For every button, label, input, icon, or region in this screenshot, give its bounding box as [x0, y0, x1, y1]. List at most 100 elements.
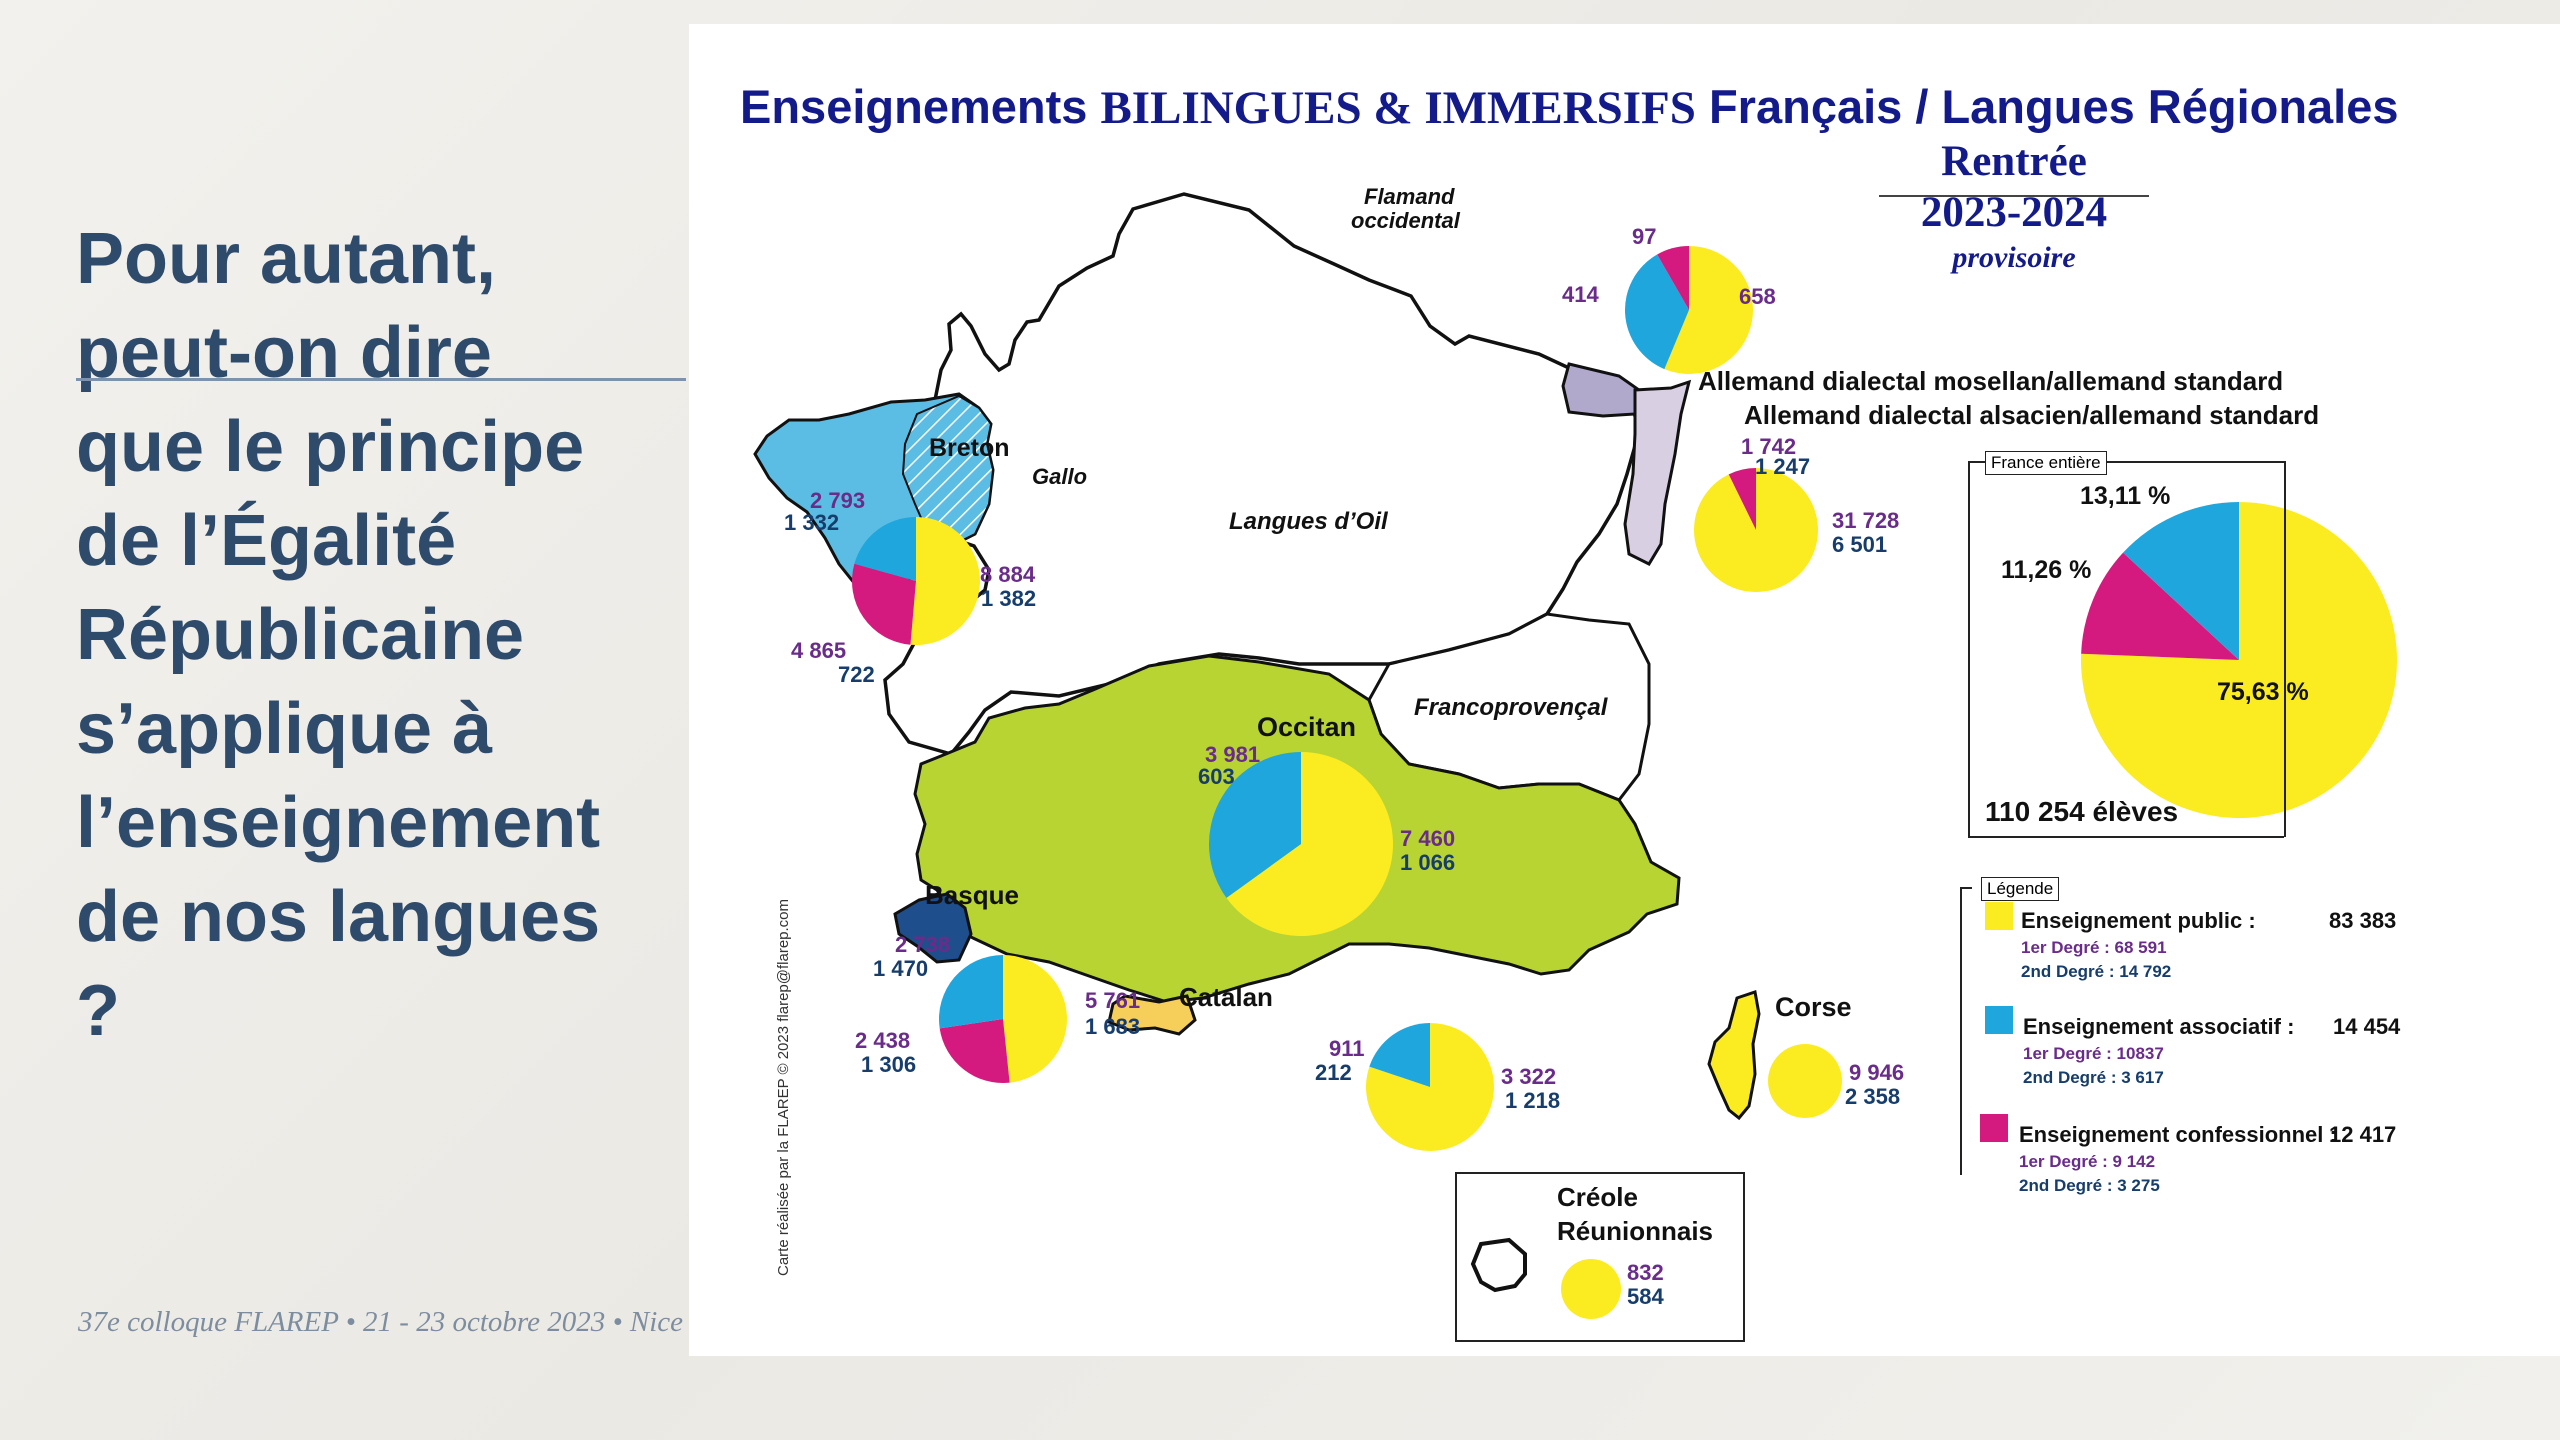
legend-title-associatif: Enseignement associatif : — [2023, 1014, 2295, 1039]
breton-pie-slice-1 — [852, 563, 916, 645]
alsace-value-a: 1 742 — [1741, 434, 1797, 459]
occitan-value-c: 7 460 — [1400, 826, 1456, 851]
label-francoprovencal: Francoprovençal — [1414, 694, 1608, 721]
label-gallo: Gallo — [1032, 464, 1088, 489]
question-line-4: de l’Égalité — [76, 501, 457, 581]
rentree-block: Rentrée 2023-2024 provisoire — [1879, 136, 2149, 278]
question-line-3: que le principe — [76, 407, 585, 487]
label-breton: Breton — [929, 434, 1010, 462]
flamand-pie-slice-0 — [1664, 246, 1753, 375]
france-total-box — [1968, 461, 2286, 837]
basque-value-e: 2 438 — [855, 1028, 911, 1053]
map-credit: Carte réalisée par la FLAREP © 2023 flar… — [775, 898, 792, 1276]
legend-title-public: Enseignement public : — [2021, 908, 2256, 933]
legend-box — [1960, 887, 1972, 1175]
basque-value-f: 1 306 — [861, 1052, 917, 1077]
region-alsace — [1623, 379, 1692, 566]
map-title-part1: Enseignements — [740, 80, 1101, 133]
france-pie-slice-0 — [2081, 502, 2397, 819]
corse-pie-slice-0 — [1768, 1044, 1842, 1118]
breton-value-d: 1 382 — [981, 586, 1037, 611]
corse-value-a: 9 946 — [1849, 1060, 1905, 1085]
legend-value-confessionnel: 12 417 — [2329, 1122, 2397, 1147]
flamand-value-97: 97 — [1632, 224, 1657, 249]
question-line-1: Pour autant, — [76, 219, 497, 299]
region-moselle — [1561, 362, 1641, 418]
label-basque: Basque — [925, 880, 1019, 910]
flamand-value-414: 414 — [1562, 282, 1599, 307]
question-line-2: peut-on dire — [76, 313, 492, 393]
label-alsacien: Allemand dialectal alsacien/allemand sta… — [1744, 400, 2320, 430]
legend-value-associatif: 14 454 — [2333, 1014, 2401, 1039]
legend-swatch-public — [1985, 902, 2013, 930]
label-reunionnais: Réunionnais — [1557, 1216, 1714, 1246]
region-basque — [893, 892, 973, 964]
france-pie-slice-1 — [2081, 552, 2239, 660]
alsace-pie-slice-1 — [1728, 468, 1756, 530]
alsace-value-c: 31 728 — [1832, 508, 1900, 533]
flamand-pie-slice-1 — [1625, 254, 1689, 370]
creole-pie-slice-0 — [1561, 1259, 1621, 1319]
language-map-panel: Enseignements BILINGUES & IMMERSIFS Fran… — [689, 24, 2560, 1356]
legend-title-confessionnel: Enseignement confessionnel : — [2019, 1122, 2337, 1147]
catalan-value-d: 1 218 — [1505, 1088, 1561, 1113]
occitan-value-a: 3 981 — [1205, 742, 1261, 767]
legend-value-public: 83 383 — [2329, 908, 2397, 933]
occitan-value-d: 1 066 — [1400, 850, 1456, 875]
france-pie-slice-2 — [2123, 502, 2239, 660]
occitan-value-b: 603 — [1198, 764, 1235, 789]
basque-value-a: 2 738 — [895, 932, 951, 957]
question-line-9: ? — [76, 971, 120, 1051]
question-line-6: s’applique à — [76, 689, 493, 769]
flamand-value-658: 658 — [1739, 284, 1776, 309]
label-mosellan: Allemand dialectal mosellan/allemand sta… — [1698, 366, 2284, 396]
france-total-students: 110 254 élèves — [1985, 796, 2179, 827]
breton-value-f: 722 — [838, 662, 875, 687]
decorative-rule — [76, 378, 686, 381]
alsace-value-d: 6 501 — [1832, 532, 1888, 557]
france-map-svg — [753, 192, 2397, 1319]
legend-public-d2: 2nd Degré : 14 792 — [2021, 962, 2172, 981]
legend-associatif-d2: 2nd Degré : 3 617 — [2023, 1068, 2164, 1087]
region-catalan — [1107, 994, 1197, 1036]
basque-pie-slice-0 — [1003, 955, 1068, 1083]
creole-value-b: 584 — [1627, 1284, 1664, 1309]
catalan-pie-slice-1 — [1369, 1023, 1430, 1087]
catalan-value-b: 212 — [1315, 1060, 1352, 1085]
label-flamand-2: occidental — [1351, 208, 1460, 233]
legend-confessionnel-d1: 1er Degré : 9 142 — [2019, 1152, 2156, 1171]
label-catalan: Catalan — [1179, 982, 1273, 1012]
rentree-provisoire: provisoire — [1952, 241, 2076, 274]
breton-pie-slice-0 — [910, 517, 981, 645]
legend-swatch-confessionnel — [1980, 1114, 2008, 1142]
creole-value-a: 832 — [1627, 1260, 1664, 1285]
legend-associatif-d1: 1er Degré : 10837 — [2023, 1044, 2164, 1063]
creole-inset-box — [1455, 1172, 1745, 1342]
basque-value-b: 1 470 — [873, 956, 929, 981]
france-total-box-bottom — [1968, 836, 2284, 838]
basque-value-c: 5 761 — [1085, 988, 1141, 1013]
map-title-part3: Français / Langues Régionales — [1695, 80, 2399, 133]
corse-value-b: 2 358 — [1845, 1084, 1901, 1109]
breton-value-e: 4 865 — [791, 638, 847, 663]
question-line-8: de nos langues — [76, 877, 601, 957]
region-corse — [1707, 990, 1761, 1121]
legend-swatch-associatif — [1985, 1006, 2013, 1034]
france-pct-associatif: 13,11 % — [2080, 482, 2171, 510]
slide-footer: 37e colloque FLAREP • 21 - 23 octobre 20… — [78, 1306, 684, 1338]
slide-question: Pour autant, peut-on dire que le princip… — [76, 212, 756, 1058]
map-title-part2: BILINGUES & IMMERSIFS — [1100, 82, 1696, 134]
flamand-pie-slice-2 — [1657, 246, 1689, 310]
label-occitan: Occitan — [1257, 712, 1357, 742]
pie-charts-layer — [852, 246, 2397, 1319]
label-flamand: Flamand — [1364, 186, 1454, 208]
legend-public-d1: 1er Degré : 68 591 — [2021, 938, 2167, 957]
basque-pie-slice-2 — [939, 955, 1003, 1029]
rentree-years: 2023-2024 — [1920, 189, 2108, 236]
basque-value-d: 1 683 — [1085, 1014, 1141, 1039]
label-flamand-line-1: Flamand — [1364, 184, 1455, 209]
label-creole: Créole — [1557, 1182, 1638, 1212]
map-title: Enseignements BILINGUES & IMMERSIFS Fran… — [740, 79, 2399, 135]
question-line-7: l’enseignement — [76, 783, 601, 863]
label-corse: Corse — [1775, 992, 1852, 1022]
